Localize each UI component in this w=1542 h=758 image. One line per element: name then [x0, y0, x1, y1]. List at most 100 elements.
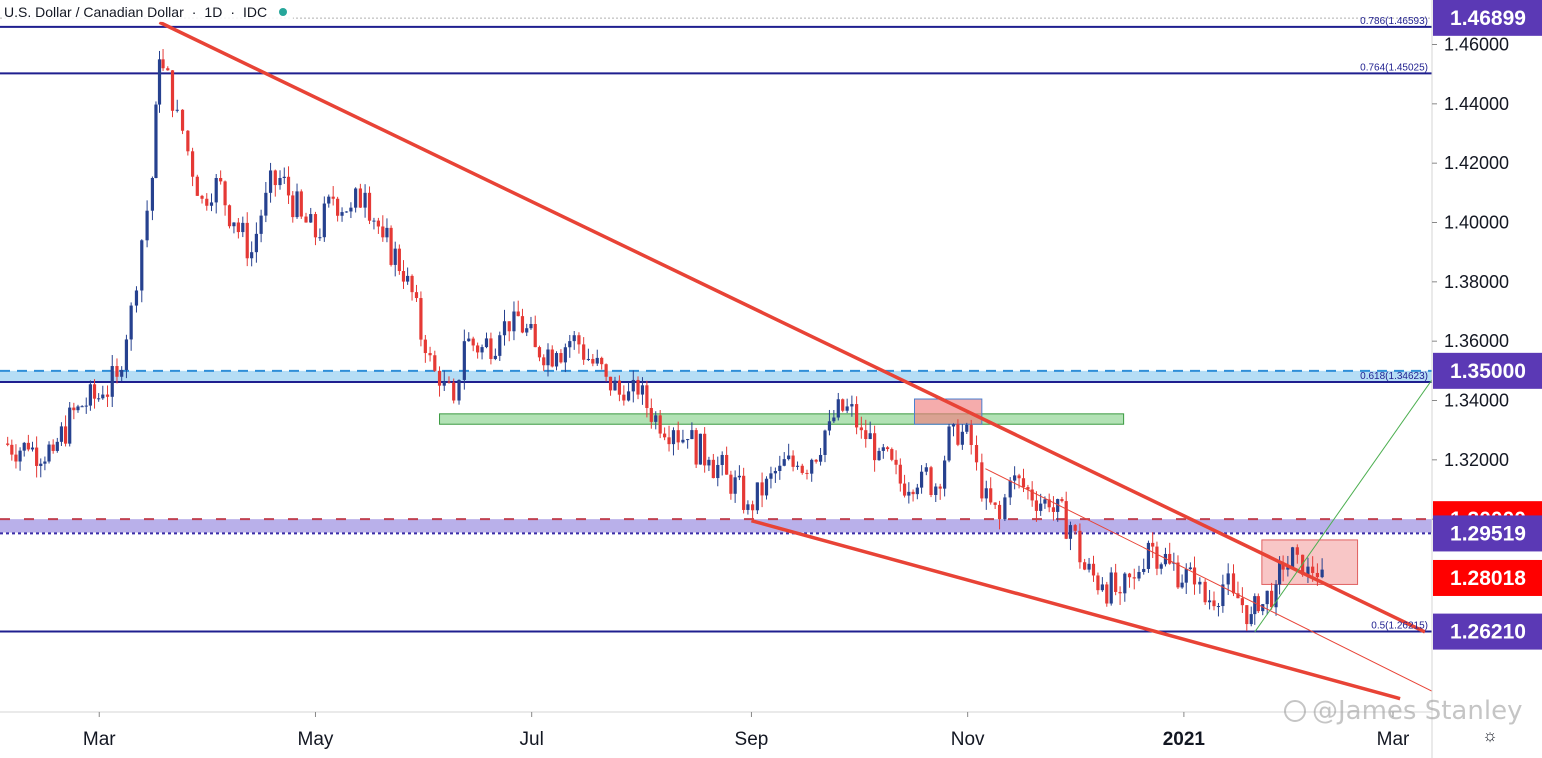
candle-body	[68, 407, 72, 444]
candle-body	[389, 227, 393, 265]
candle-body	[725, 454, 729, 475]
candle-body	[1290, 547, 1295, 568]
candle-body	[437, 370, 442, 386]
candle-body	[868, 433, 872, 440]
candle-body	[1306, 566, 1310, 575]
candle-body	[795, 465, 800, 467]
candle-body	[1226, 573, 1230, 585]
price-tick-label: 1.32000	[1444, 450, 1509, 470]
candle-body	[363, 192, 367, 208]
candle-body	[349, 207, 353, 212]
candle-body	[161, 59, 165, 69]
price-label-box	[1433, 0, 1542, 36]
candle-body	[1100, 584, 1104, 591]
price-tick-label: 1.36000	[1444, 331, 1509, 351]
candle-body	[1056, 499, 1060, 512]
price-tick-label: 1.38000	[1444, 272, 1509, 292]
candle-body	[331, 196, 335, 199]
candle-body	[1105, 584, 1109, 604]
candle-body	[241, 222, 245, 233]
candle-body	[818, 454, 823, 462]
price-label-text: 1.46899	[1450, 7, 1526, 30]
candle-body	[760, 482, 764, 496]
candle-body	[507, 321, 511, 332]
candle-body	[969, 424, 973, 445]
candle-body	[649, 408, 653, 422]
candle-body	[6, 443, 10, 445]
price-tick-label: 1.40000	[1444, 213, 1509, 233]
candle-body	[476, 345, 480, 353]
candle-body	[1017, 475, 1021, 479]
candle-body	[525, 328, 529, 333]
candle-body	[919, 471, 924, 488]
candle-body	[340, 212, 344, 216]
candle-body	[658, 415, 662, 434]
candle-body	[462, 341, 466, 380]
candle-body	[304, 216, 308, 223]
candle-body	[550, 349, 554, 367]
candle-body	[254, 233, 258, 253]
candle-body	[832, 417, 836, 422]
candle-body	[51, 444, 55, 451]
candle-body	[864, 430, 868, 440]
candle-body	[1245, 605, 1249, 625]
watermark-text: @James Stanley	[1312, 696, 1523, 726]
gear-icon[interactable]: ☼	[1482, 726, 1498, 745]
candle-body	[568, 341, 572, 348]
descending-trendline-upper	[158, 20, 1426, 634]
price-label-text: 1.35000	[1450, 360, 1526, 383]
price-tick-label: 1.46000	[1444, 35, 1509, 55]
candle-body	[663, 433, 667, 438]
price-label-box	[1433, 613, 1542, 650]
fib-level-label: 0.618(1.34623)	[1360, 371, 1428, 382]
candle-body	[84, 405, 88, 407]
candle-body	[604, 364, 608, 377]
candle-body	[1151, 542, 1155, 547]
candle-body	[30, 447, 35, 450]
candle-body	[885, 447, 890, 450]
exchange-label: IDC	[243, 4, 268, 20]
candle-body	[59, 426, 64, 442]
candle-body	[1256, 596, 1260, 612]
candle-body	[1073, 525, 1077, 531]
candle-body	[282, 176, 286, 178]
candle-body	[1176, 562, 1180, 588]
candle-body	[401, 271, 406, 282]
candle-body	[667, 437, 671, 445]
symbol-title: U.S. Dollar / Canadian Dollar	[4, 4, 184, 20]
candle-body	[419, 298, 423, 340]
candle-body	[645, 385, 649, 409]
market-status-icon	[279, 8, 288, 16]
candle-body	[1078, 530, 1082, 563]
candle-body	[841, 399, 845, 411]
candle-body	[428, 353, 432, 356]
candle-body	[200, 195, 204, 199]
candle-body	[1083, 562, 1087, 570]
candle-body	[1240, 598, 1244, 606]
candle-body	[1311, 566, 1315, 573]
candle-body	[938, 486, 942, 489]
horizontal-levels-layer	[0, 17, 1432, 633]
candle-body	[898, 464, 902, 484]
time-tick-label: May	[298, 729, 334, 750]
candle-body	[1091, 563, 1096, 576]
candle-body	[773, 470, 777, 474]
candle-body	[911, 491, 915, 495]
candle-body	[1068, 525, 1073, 539]
candle-body	[636, 379, 640, 395]
separator: ·	[191, 4, 197, 20]
zones-layer	[0, 369, 1432, 585]
candle-body	[120, 369, 124, 377]
candle-body	[1180, 582, 1184, 588]
price-label-text: 1.29519	[1450, 522, 1526, 545]
candle-body	[1155, 546, 1159, 569]
candle-body	[737, 475, 741, 478]
candle-body	[1064, 501, 1068, 539]
candle-body	[902, 483, 907, 496]
candle-body	[1188, 567, 1192, 570]
candle-body	[559, 353, 563, 363]
candle-body	[1132, 577, 1136, 579]
candle-body	[457, 379, 461, 401]
candle-body	[947, 426, 951, 461]
